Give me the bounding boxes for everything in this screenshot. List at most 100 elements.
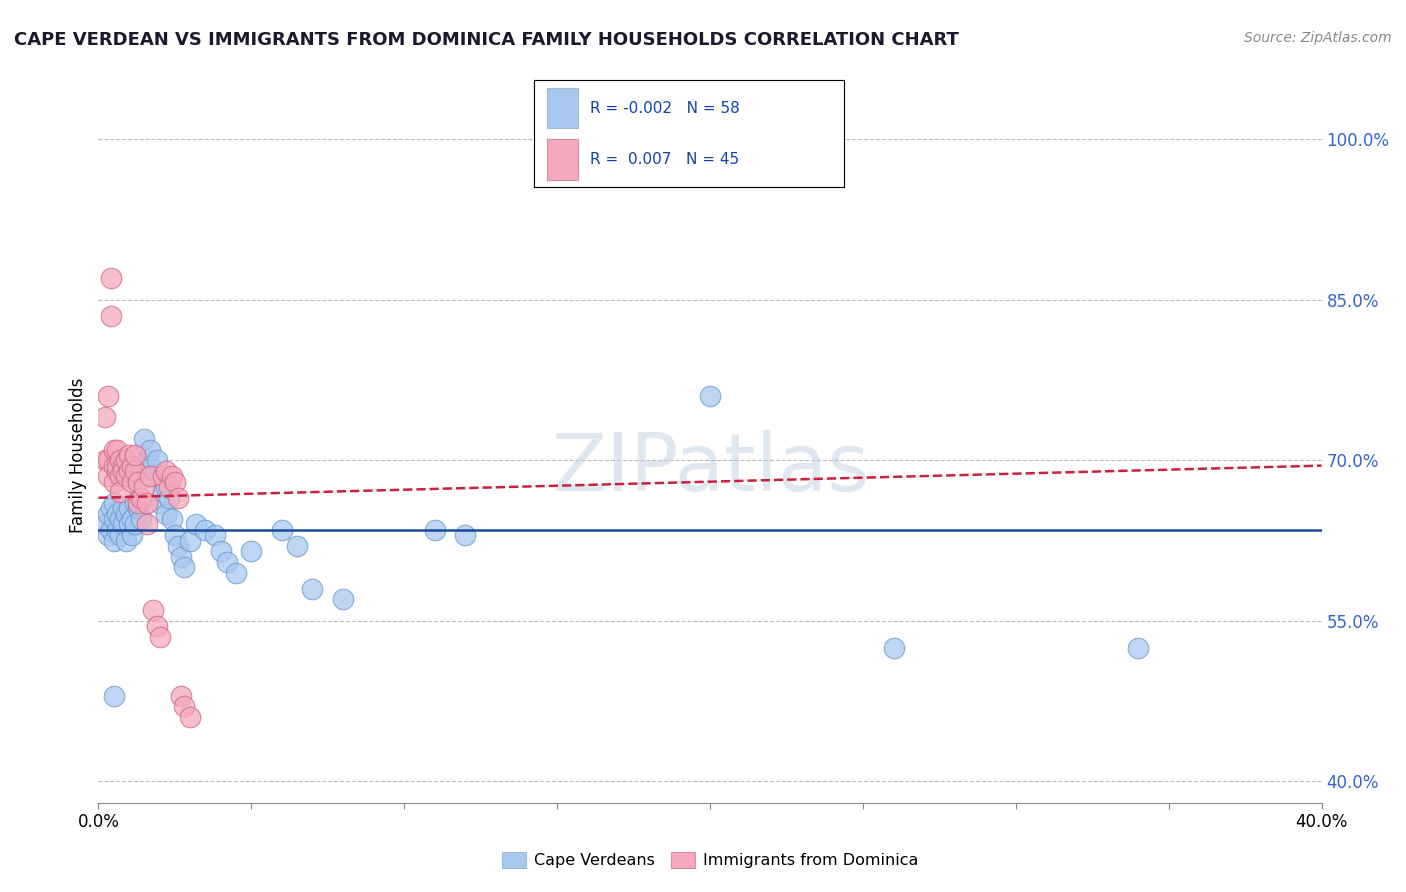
Point bbox=[105, 507, 128, 521]
Point bbox=[103, 512, 125, 526]
Point bbox=[121, 512, 143, 526]
Point bbox=[194, 523, 217, 537]
Point bbox=[108, 512, 131, 526]
Point bbox=[129, 491, 152, 505]
Point bbox=[103, 689, 125, 703]
Point bbox=[108, 528, 131, 542]
Point bbox=[454, 528, 477, 542]
Point bbox=[121, 528, 143, 542]
Point bbox=[155, 464, 177, 478]
Point bbox=[139, 458, 162, 473]
Point bbox=[423, 523, 446, 537]
Point bbox=[134, 480, 156, 494]
Point bbox=[285, 539, 308, 553]
Point bbox=[142, 469, 165, 483]
Point bbox=[97, 507, 120, 521]
Point bbox=[108, 453, 131, 467]
Point bbox=[270, 523, 292, 537]
Point bbox=[124, 448, 146, 462]
Point bbox=[127, 496, 149, 510]
Point bbox=[699, 389, 721, 403]
Point bbox=[160, 512, 183, 526]
Point bbox=[93, 410, 115, 425]
Point bbox=[93, 453, 115, 467]
Point bbox=[139, 442, 162, 457]
Point bbox=[160, 469, 183, 483]
Point bbox=[121, 458, 143, 473]
Point bbox=[100, 501, 122, 516]
Point bbox=[115, 507, 138, 521]
Point bbox=[179, 710, 201, 724]
FancyBboxPatch shape bbox=[547, 139, 578, 180]
Point bbox=[108, 485, 131, 500]
Point bbox=[157, 480, 180, 494]
Point bbox=[149, 630, 172, 644]
Point bbox=[301, 582, 323, 596]
Point bbox=[204, 528, 226, 542]
Y-axis label: Family Households: Family Households bbox=[69, 377, 87, 533]
Point bbox=[103, 496, 125, 510]
Point bbox=[97, 389, 120, 403]
Point bbox=[103, 475, 125, 489]
Point bbox=[170, 549, 193, 564]
Point bbox=[179, 533, 201, 548]
FancyBboxPatch shape bbox=[547, 87, 578, 128]
Point bbox=[105, 464, 128, 478]
Point bbox=[100, 523, 122, 537]
Point bbox=[115, 469, 138, 483]
Point bbox=[209, 544, 232, 558]
Point bbox=[103, 458, 125, 473]
Point bbox=[225, 566, 247, 580]
Point bbox=[100, 271, 122, 285]
Point bbox=[332, 592, 354, 607]
Point bbox=[105, 523, 128, 537]
Point bbox=[145, 453, 167, 467]
Point bbox=[240, 544, 263, 558]
Point bbox=[103, 533, 125, 548]
Point bbox=[97, 469, 120, 483]
Point bbox=[118, 517, 141, 532]
Point bbox=[97, 528, 120, 542]
Text: R = -0.002   N = 58: R = -0.002 N = 58 bbox=[591, 101, 740, 116]
Point bbox=[139, 469, 162, 483]
Point bbox=[142, 603, 165, 617]
Point bbox=[121, 475, 143, 489]
Point bbox=[136, 453, 159, 467]
Point bbox=[186, 517, 208, 532]
Point bbox=[124, 464, 146, 478]
Point bbox=[127, 475, 149, 489]
Text: CAPE VERDEAN VS IMMIGRANTS FROM DOMINICA FAMILY HOUSEHOLDS CORRELATION CHART: CAPE VERDEAN VS IMMIGRANTS FROM DOMINICA… bbox=[14, 31, 959, 49]
Point bbox=[155, 480, 177, 494]
Point bbox=[134, 432, 156, 446]
Point bbox=[105, 442, 128, 457]
Point bbox=[883, 640, 905, 655]
Point bbox=[111, 464, 134, 478]
Point bbox=[167, 491, 190, 505]
Point bbox=[163, 528, 186, 542]
Text: R =  0.007   N = 45: R = 0.007 N = 45 bbox=[591, 152, 740, 167]
Point bbox=[111, 517, 134, 532]
Point bbox=[105, 458, 128, 473]
Point bbox=[136, 496, 159, 510]
Point bbox=[111, 501, 134, 516]
Point bbox=[129, 512, 152, 526]
Point bbox=[157, 491, 180, 505]
Text: Source: ZipAtlas.com: Source: ZipAtlas.com bbox=[1244, 31, 1392, 45]
Point bbox=[97, 453, 120, 467]
Point bbox=[152, 469, 174, 483]
Point bbox=[118, 501, 141, 516]
Point bbox=[163, 475, 186, 489]
Point bbox=[108, 469, 131, 483]
Point bbox=[155, 507, 177, 521]
Point bbox=[118, 464, 141, 478]
Point bbox=[215, 555, 238, 569]
Point bbox=[93, 517, 115, 532]
Point bbox=[173, 699, 195, 714]
Point bbox=[118, 448, 141, 462]
Point bbox=[167, 539, 190, 553]
Legend: Cape Verdeans, Immigrants from Dominica: Cape Verdeans, Immigrants from Dominica bbox=[495, 846, 925, 875]
Point bbox=[111, 458, 134, 473]
Point bbox=[115, 533, 138, 548]
Point bbox=[124, 517, 146, 532]
Point bbox=[152, 485, 174, 500]
